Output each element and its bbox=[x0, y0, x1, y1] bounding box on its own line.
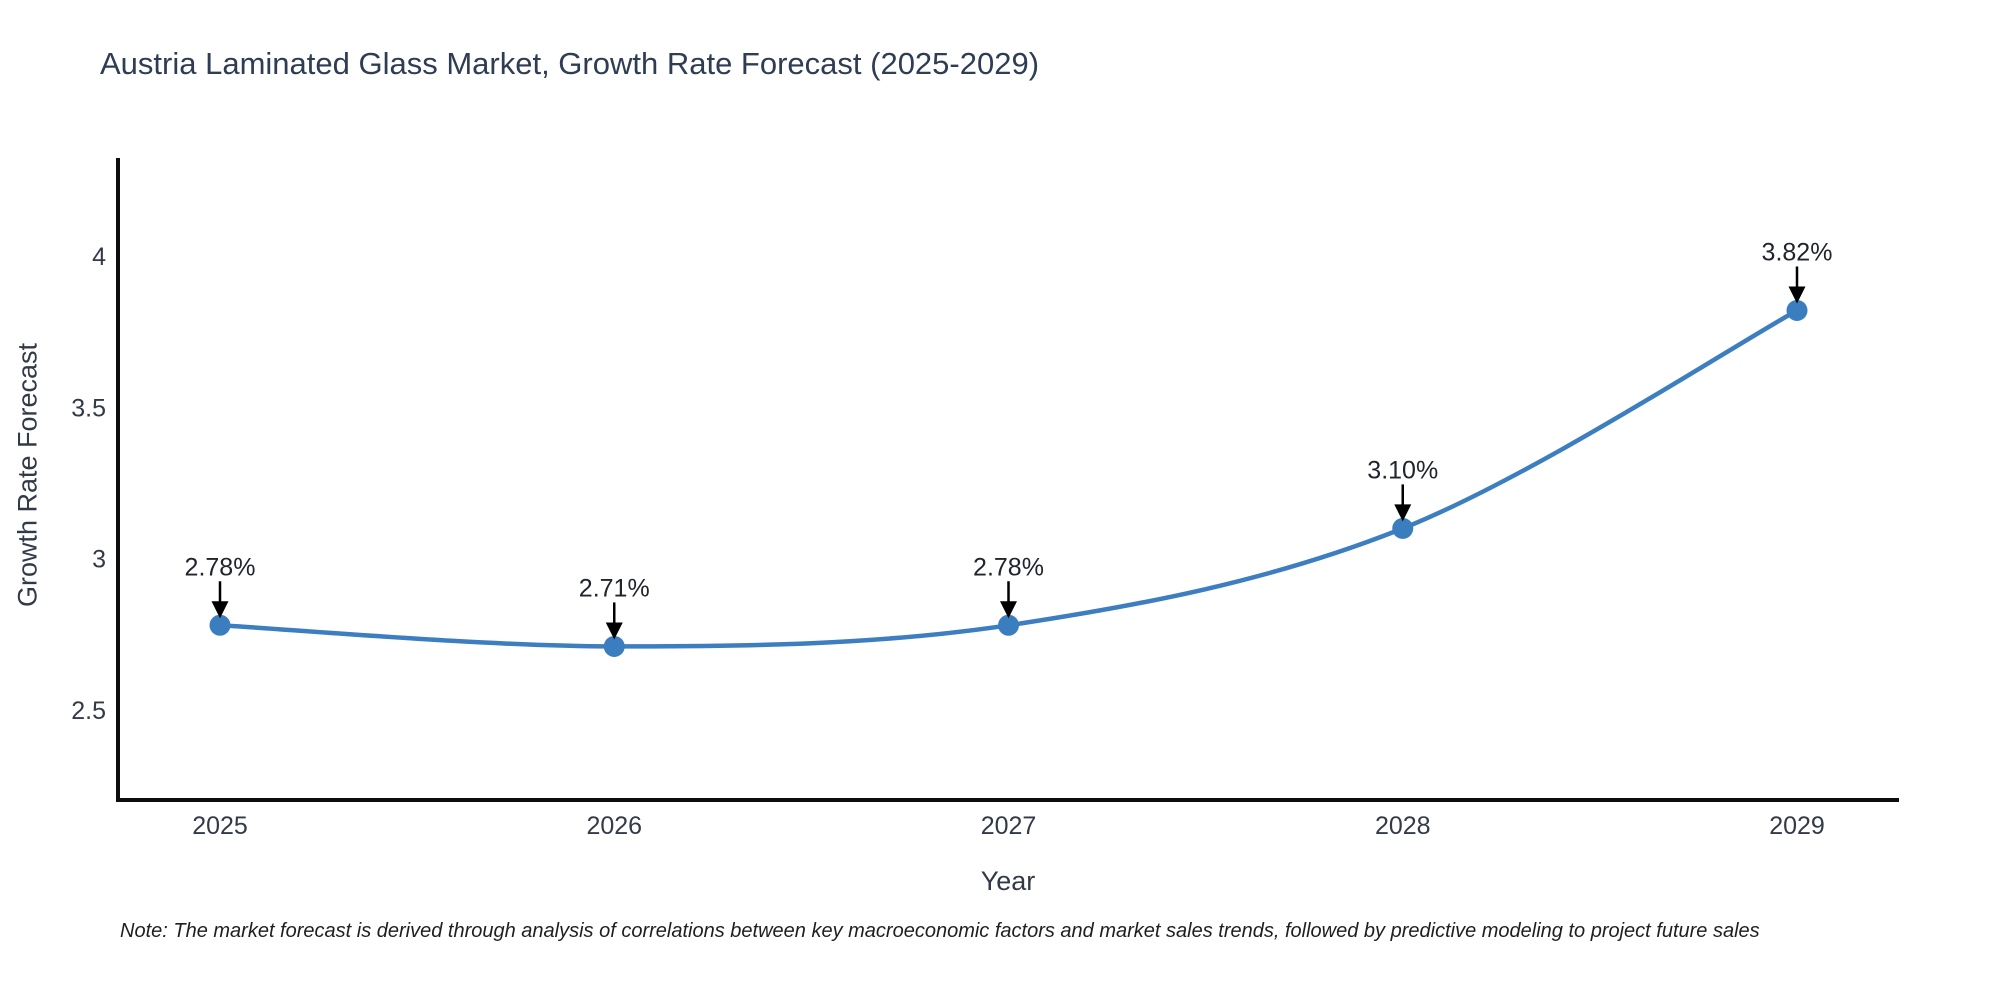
annotation-arrowhead-icon bbox=[1394, 504, 1412, 522]
x-axis-title: Year bbox=[980, 866, 1036, 896]
data-point-label: 3.82% bbox=[1762, 238, 1833, 266]
data-point bbox=[603, 635, 625, 657]
data-point bbox=[998, 614, 1019, 636]
y-tick-label: 4 bbox=[92, 243, 106, 271]
y-tick-label: 3 bbox=[92, 546, 106, 574]
x-tick-label: 2025 bbox=[192, 812, 248, 840]
data-point-label: 2.78% bbox=[973, 553, 1044, 581]
chart-title: Austria Laminated Glass Market, Growth R… bbox=[100, 46, 1040, 81]
x-tick-label: 2027 bbox=[981, 812, 1037, 840]
annotation-arrowhead-icon bbox=[605, 622, 623, 640]
data-point bbox=[1392, 517, 1414, 539]
annotation-arrowhead-icon bbox=[211, 601, 229, 619]
x-tick-label: 2026 bbox=[586, 812, 642, 840]
data-point-label: 3.10% bbox=[1367, 456, 1438, 484]
y-tick-label: 2.5 bbox=[71, 697, 106, 725]
y-axis-title: Growth Rate Forecast bbox=[12, 342, 43, 608]
x-tick-label: 2028 bbox=[1375, 812, 1431, 840]
data-point-label: 2.78% bbox=[185, 553, 256, 581]
annotation-arrowhead-icon bbox=[1788, 286, 1806, 304]
annotation-arrowhead-icon bbox=[1000, 601, 1017, 619]
data-point-label: 2.71% bbox=[579, 574, 650, 602]
data-point bbox=[1786, 299, 1808, 321]
data-point bbox=[209, 614, 231, 636]
footnote: Note: The market forecast is derived thr… bbox=[120, 920, 1760, 942]
x-tick-label: 2029 bbox=[1769, 812, 1825, 840]
y-tick-label: 3.5 bbox=[71, 394, 106, 422]
